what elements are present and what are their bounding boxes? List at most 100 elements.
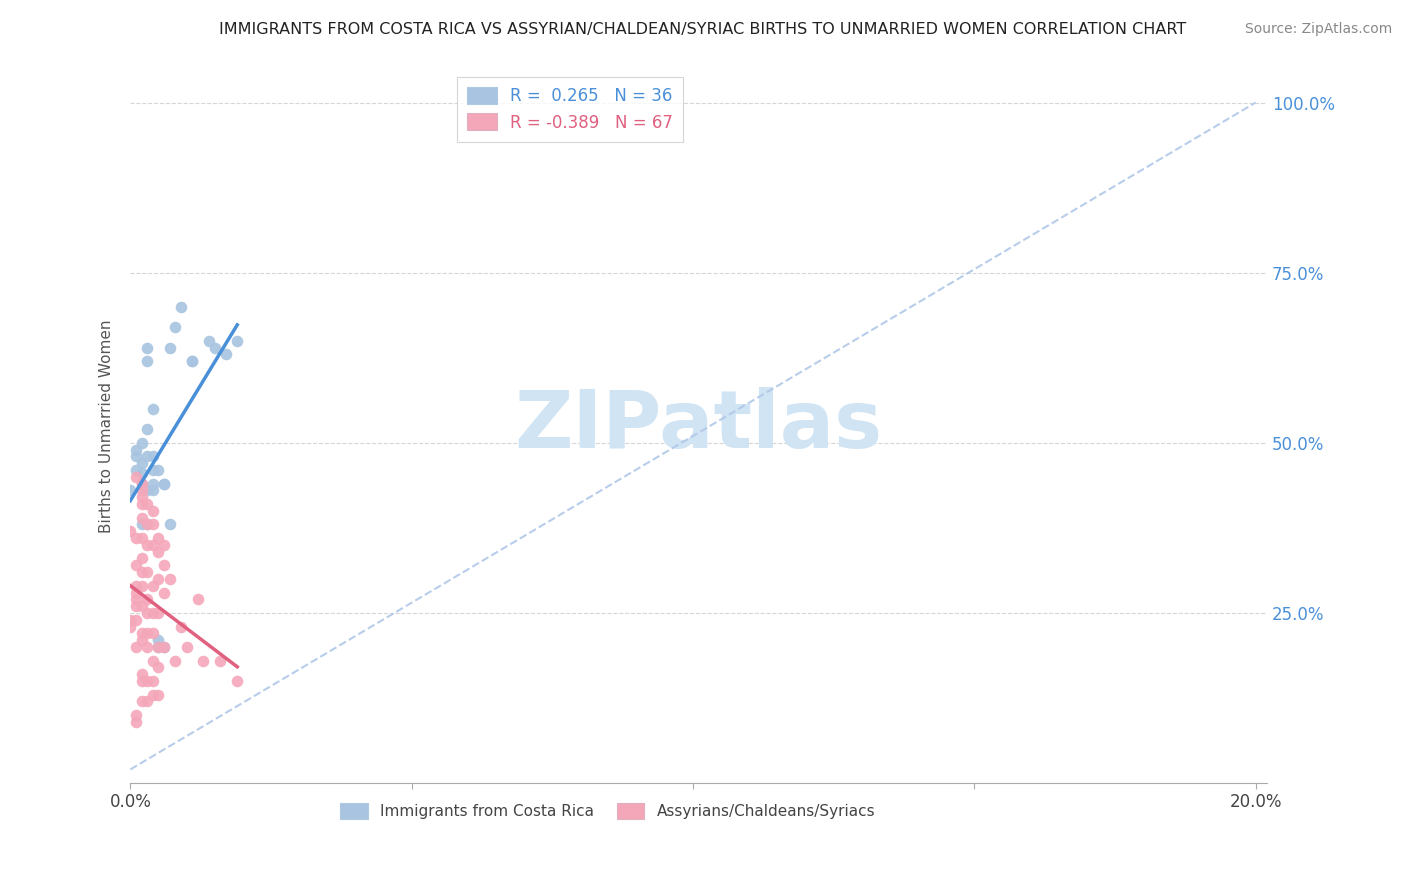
Point xyxy=(153,476,176,491)
Point xyxy=(131,599,153,613)
Point xyxy=(148,640,170,654)
Point xyxy=(120,483,142,498)
Point xyxy=(131,531,153,545)
Point xyxy=(131,565,153,579)
Point xyxy=(142,538,165,552)
Point xyxy=(142,579,165,593)
Point xyxy=(159,572,181,586)
Point xyxy=(176,640,198,654)
Point xyxy=(170,300,193,314)
Point xyxy=(125,558,148,573)
Point xyxy=(136,538,159,552)
Point xyxy=(120,619,142,633)
Point xyxy=(148,606,170,620)
Point xyxy=(136,592,159,607)
Point xyxy=(148,688,170,702)
Point xyxy=(153,585,176,599)
Point xyxy=(142,517,165,532)
Point xyxy=(148,633,170,648)
Point xyxy=(136,341,159,355)
Point xyxy=(136,673,159,688)
Point xyxy=(125,463,148,477)
Point xyxy=(136,626,159,640)
Text: IMMIGRANTS FROM COSTA RICA VS ASSYRIAN/CHALDEAN/SYRIAC BIRTHS TO UNMARRIED WOMEN: IMMIGRANTS FROM COSTA RICA VS ASSYRIAN/C… xyxy=(219,22,1187,37)
Point xyxy=(136,450,159,464)
Point xyxy=(125,599,148,613)
Point xyxy=(187,592,209,607)
Point xyxy=(136,640,159,654)
Point xyxy=(136,565,159,579)
Point xyxy=(142,401,165,416)
Point xyxy=(131,483,153,498)
Point xyxy=(226,334,249,348)
Point xyxy=(136,497,159,511)
Point xyxy=(159,341,181,355)
Point xyxy=(181,354,204,368)
Point xyxy=(170,619,193,633)
Point xyxy=(153,640,176,654)
Point xyxy=(136,517,159,532)
Point xyxy=(125,585,148,599)
Point xyxy=(142,688,165,702)
Point xyxy=(148,572,170,586)
Point xyxy=(131,497,153,511)
Point xyxy=(131,517,153,532)
Point xyxy=(142,606,165,620)
Point xyxy=(131,456,153,470)
Point xyxy=(153,558,176,573)
Point xyxy=(215,347,238,361)
Point xyxy=(142,476,165,491)
Point xyxy=(181,354,204,368)
Point xyxy=(142,450,165,464)
Point xyxy=(125,613,148,627)
Point xyxy=(142,654,165,668)
Point xyxy=(131,673,153,688)
Point xyxy=(131,633,153,648)
Point xyxy=(125,442,148,457)
Point xyxy=(120,524,142,539)
Legend: Immigrants from Costa Rica, Assyrians/Chaldeans/Syriacs: Immigrants from Costa Rica, Assyrians/Ch… xyxy=(335,797,882,825)
Point xyxy=(142,673,165,688)
Point xyxy=(226,673,249,688)
Point xyxy=(131,476,153,491)
Point xyxy=(131,476,153,491)
Point xyxy=(148,544,170,558)
Point xyxy=(136,694,159,708)
Point xyxy=(204,341,226,355)
Point xyxy=(148,531,170,545)
Point xyxy=(198,334,221,348)
Point xyxy=(136,354,159,368)
Text: Source: ZipAtlas.com: Source: ZipAtlas.com xyxy=(1244,22,1392,37)
Point xyxy=(159,517,181,532)
Point xyxy=(153,538,176,552)
Point xyxy=(209,654,232,668)
Point xyxy=(125,714,148,729)
Point xyxy=(131,667,153,681)
Point xyxy=(125,579,148,593)
Point xyxy=(142,463,165,477)
Point xyxy=(148,463,170,477)
Point xyxy=(193,654,215,668)
Point xyxy=(131,626,153,640)
Y-axis label: Births to Unmarried Women: Births to Unmarried Women xyxy=(100,319,114,533)
Point xyxy=(131,435,153,450)
Point xyxy=(131,579,153,593)
Point xyxy=(148,660,170,674)
Point xyxy=(131,510,153,524)
Text: ZIPatlas: ZIPatlas xyxy=(515,387,883,465)
Point xyxy=(153,476,176,491)
Point xyxy=(125,640,148,654)
Point xyxy=(148,640,170,654)
Point xyxy=(131,551,153,566)
Point xyxy=(136,517,159,532)
Point xyxy=(125,708,148,723)
Point xyxy=(131,694,153,708)
Point xyxy=(136,483,159,498)
Point xyxy=(131,467,153,481)
Point xyxy=(125,470,148,484)
Point xyxy=(142,626,165,640)
Point xyxy=(136,422,159,436)
Point xyxy=(131,490,153,504)
Point xyxy=(142,483,165,498)
Point xyxy=(165,654,187,668)
